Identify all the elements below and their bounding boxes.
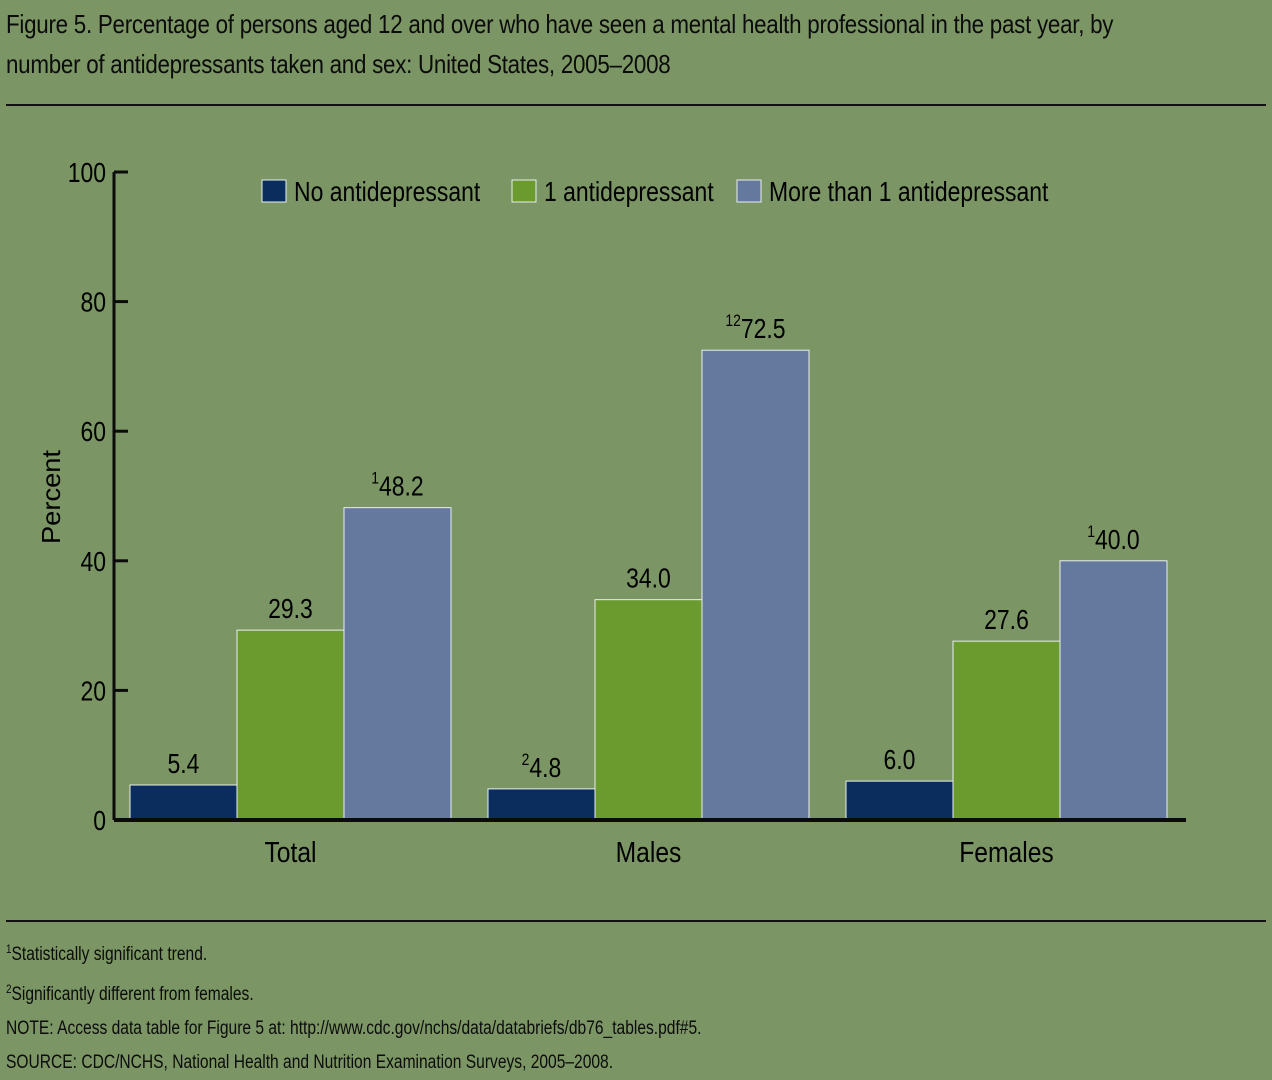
bar-males-2 — [594, 599, 703, 821]
y-tick-label-80: 80 — [80, 288, 106, 319]
value-label-females-2: 27.6 — [984, 605, 1029, 636]
value-label-total-3: 148.2 — [371, 469, 423, 502]
chart-notes: 1Statistically significant trend. 2Signi… — [6, 932, 1154, 1080]
note-data-source: NOTE: Access data table for Figure 5 at:… — [6, 1018, 702, 1039]
legend-swatch-3 — [736, 179, 762, 203]
bar-females-1 — [845, 780, 954, 821]
note-2: 2Significantly different from females. — [6, 982, 254, 1005]
bar-females-2 — [952, 640, 1061, 821]
chart-title-line-1: Figure 5. Percentage of persons aged 12 … — [6, 9, 1114, 39]
value-label-total-1: 5.4 — [168, 749, 200, 780]
value-label-females-3: 140.0 — [1087, 523, 1139, 556]
y-tick-label-0: 0 — [93, 806, 106, 837]
y-tick-label-60: 60 — [80, 417, 106, 448]
y-tick-label-20: 20 — [80, 676, 106, 707]
chart-title: Figure 5. Percentage of persons aged 12 … — [6, 4, 1253, 84]
chart-title-line-2: number of antidepressants taken and sex:… — [6, 49, 671, 79]
y-axis-label: Percent — [37, 449, 66, 544]
value-label-females-1: 6.0 — [884, 745, 916, 776]
legend-swatch-1 — [261, 179, 287, 203]
value-label-total-2: 29.3 — [268, 594, 313, 625]
x-tick-label-males: Males — [616, 836, 682, 868]
note-survey-source: SOURCE: CDC/NCHS, National Health and Nu… — [6, 1052, 614, 1073]
bar-total-1 — [129, 784, 238, 821]
value-label-males-2: 34.0 — [626, 564, 671, 595]
note-1: 1Statistically significant trend. — [6, 942, 208, 965]
bar-total-3 — [343, 507, 452, 821]
value-label-males-1: 24.8 — [522, 751, 562, 784]
y-tick-label-100: 100 — [68, 158, 106, 189]
bar-males-1 — [487, 788, 596, 821]
chart-frame — [6, 104, 1266, 922]
legend-swatch-2 — [511, 179, 537, 203]
value-label-males-3: 1272.5 — [725, 312, 785, 345]
y-tick-label-40: 40 — [80, 547, 106, 578]
bar-males-3 — [701, 349, 810, 821]
x-tick-label-total: Total — [264, 836, 316, 868]
legend-label-3: More than 1 antidepressant — [769, 177, 1048, 208]
x-tick-label-females: Females — [959, 836, 1053, 868]
legend-label-1: No antidepressant — [294, 177, 480, 208]
legend-label-2: 1 antidepressant — [544, 177, 714, 208]
bar-total-2 — [236, 629, 345, 821]
bar-females-3 — [1059, 560, 1168, 821]
